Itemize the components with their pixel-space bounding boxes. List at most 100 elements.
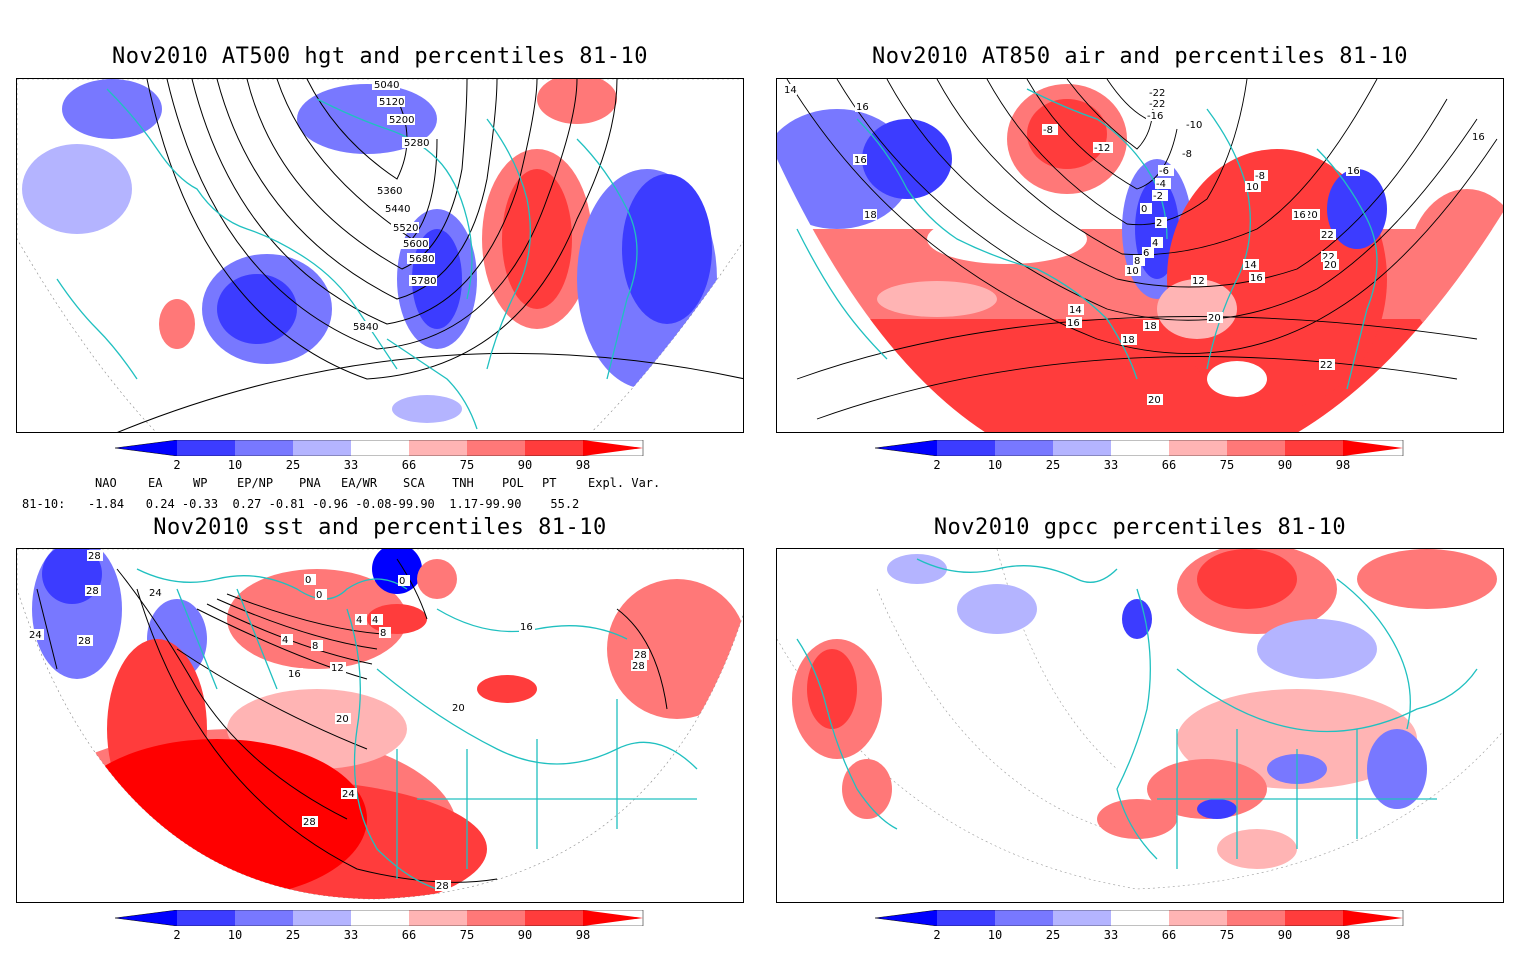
contour-label: 20 [1324, 260, 1337, 271]
index-header: PT [542, 476, 557, 490]
colorbar-tick: 75 [459, 458, 475, 472]
contour-label: 24 [29, 630, 42, 641]
contour-label: 5600 [403, 239, 428, 250]
contour-label: 5280 [404, 138, 429, 149]
colorbar-tick: 33 [1103, 928, 1119, 942]
colorbar-2: 2 10 25 33 66 75 90 98 [874, 439, 1405, 484]
panel-title-air850: Nov2010 AT850 air and percentiles 81-10 [871, 44, 1409, 69]
colorbar-tick: 10 [227, 928, 243, 942]
contour-label: 24 [149, 588, 162, 599]
index-header: EA/WR [341, 476, 378, 490]
colorbar-tick: 98 [575, 458, 591, 472]
contour-label: 10 [1126, 266, 1139, 277]
contour-label: 4 [372, 615, 378, 626]
contour-label: 22 [1321, 230, 1334, 241]
contour-label: -16 [1147, 111, 1163, 122]
colorbar-tick: 66 [401, 458, 417, 472]
contour-label: 0 [399, 576, 405, 587]
contour-label: -8 [1255, 171, 1265, 182]
colorbar-tick: 25 [285, 928, 301, 942]
contour-label: 20 [1208, 313, 1221, 324]
contour-label: -8 [1043, 125, 1053, 136]
contour-label: 4 [282, 635, 288, 646]
contour-label: 18 [1122, 335, 1135, 346]
contour-label: 28 [634, 650, 647, 661]
contour-label: 14 [1244, 260, 1257, 271]
index-row-label: 81-10: [22, 497, 66, 511]
contour-label: 16 [1472, 132, 1485, 143]
contour-label: 5200 [389, 115, 414, 126]
contour-label: 20 [1148, 395, 1161, 406]
colorbar-tick: 66 [1161, 928, 1177, 942]
index-header: PNA [299, 476, 321, 490]
contour-label: 0 [316, 590, 322, 601]
colorbar-tick: 90 [517, 458, 533, 472]
index-header: EA [148, 476, 163, 490]
colorbar-tick: 10 [987, 458, 1003, 472]
contour-label: 8 [312, 641, 318, 652]
colorbar-tick: 33 [1103, 458, 1119, 472]
contour-label: 5120 [379, 97, 404, 108]
contour-label: 12 [331, 663, 344, 674]
contour-label: 20 [336, 714, 349, 725]
contour-label: 5360 [377, 186, 402, 197]
contour-label: 16 [520, 622, 533, 633]
contour-label: 5840 [353, 322, 378, 333]
contour-label: 16 [1067, 318, 1080, 329]
colorbar-tick: 2 [933, 928, 941, 942]
contour-label: 28 [632, 661, 645, 672]
contour-label: 0 [1141, 204, 1147, 215]
panel-title-sst: Nov2010 sst and percentiles 81-10 [153, 515, 607, 540]
index-header: EP/NP [237, 476, 274, 490]
contour-label: -2 [1153, 191, 1163, 202]
panel-title-hgt500: Nov2010 AT500 hgt and percentiles 81-10 [111, 44, 649, 69]
map-hgt500: 5040 5120 5200 5280 5360 5440 5520 5600 … [16, 78, 744, 433]
colorbar-tick: 25 [285, 458, 301, 472]
contour-label: -6 [1159, 166, 1169, 177]
colorbar-4: 2 10 25 33 66 75 90 98 [874, 909, 1405, 954]
contour-label: 8 [380, 628, 386, 639]
colorbar-tick: 98 [1335, 928, 1351, 942]
contour-label: -22 [1149, 88, 1165, 99]
index-header: WP [193, 476, 208, 490]
contour-label: 16 [1347, 166, 1360, 177]
contour-label: 28 [436, 881, 449, 892]
colorbar-tick: 10 [987, 928, 1003, 942]
contour-label: 24 [342, 789, 355, 800]
contour-label: -10 [1186, 120, 1202, 131]
contour-label: 5440 [385, 204, 410, 215]
contour-label: 18 [1144, 321, 1157, 332]
contour-label: 14 [784, 85, 797, 96]
contour-label: 6 [1143, 248, 1149, 259]
contour-label: -4 [1156, 179, 1166, 190]
contour-label: 28 [88, 551, 101, 562]
contour-label: 16 [288, 669, 301, 680]
colorbar-tick: 90 [1277, 458, 1293, 472]
colorbar-tick: 2 [933, 458, 941, 472]
contour-label: 0 [305, 575, 311, 586]
contour-label: 5520 [393, 223, 418, 234]
colorbar-tick: 75 [1219, 928, 1235, 942]
colorbar-tick: 2 [173, 458, 181, 472]
colorbar-1: 2 10 25 33 66 75 90 98 [114, 439, 645, 484]
index-header: POL [502, 476, 524, 490]
contour-label: 4 [1152, 238, 1158, 249]
contour-label: 20 [1305, 210, 1318, 221]
colorbar-tick: 66 [401, 928, 417, 942]
colorbar-tick: 25 [1045, 928, 1061, 942]
contour-label: 8 [1134, 256, 1140, 267]
map-gpcc [776, 548, 1504, 903]
colorbar-tick: 75 [1219, 458, 1235, 472]
index-header: NAO [95, 476, 117, 490]
index-header: Expl. Var. [588, 476, 661, 490]
contour-label: 16 [854, 155, 867, 166]
colorbar-tick: 33 [343, 458, 359, 472]
contour-label: 5680 [409, 254, 434, 265]
contour-label: 5040 [374, 80, 399, 91]
contour-label: 12 [1192, 276, 1205, 287]
contour-label: 28 [86, 586, 99, 597]
colorbar-tick: 25 [1045, 458, 1061, 472]
colorbar-tick: 98 [575, 928, 591, 942]
index-header: TNH [452, 476, 474, 490]
contour-label: 22 [1320, 360, 1333, 371]
